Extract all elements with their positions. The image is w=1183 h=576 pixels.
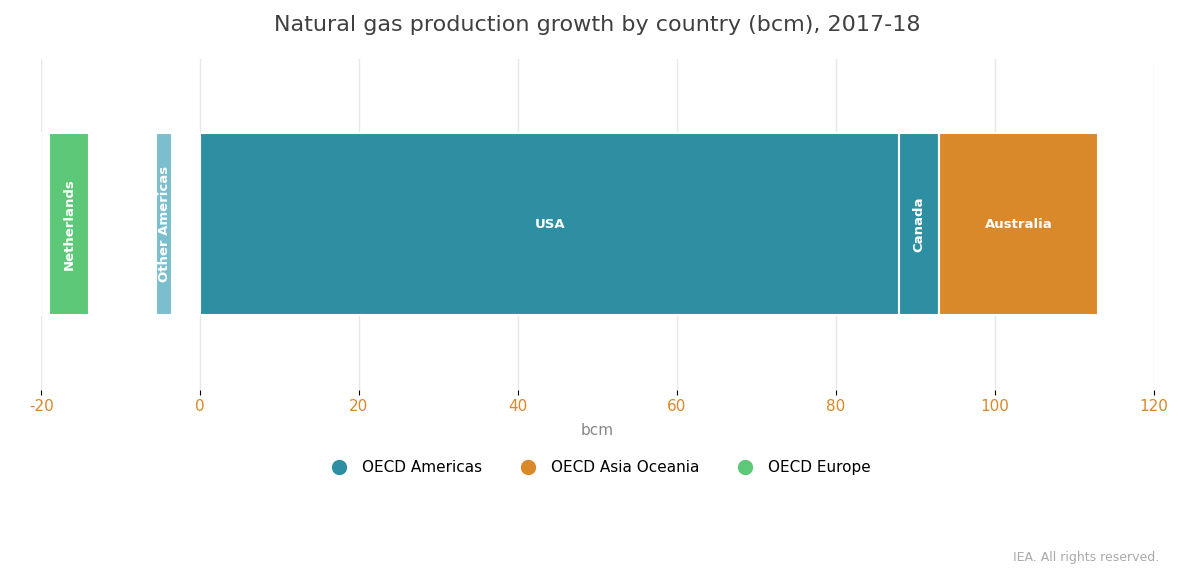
Bar <box>156 133 173 315</box>
Text: USA: USA <box>535 218 565 230</box>
Bar <box>0 133 41 315</box>
Bar <box>49 133 89 315</box>
Text: IEA. All rights reserved.: IEA. All rights reserved. <box>1013 551 1159 564</box>
Bar <box>200 133 899 315</box>
Text: Canada: Canada <box>912 196 925 252</box>
Text: Australia: Australia <box>984 218 1053 230</box>
Bar <box>939 133 1098 315</box>
Legend: OECD Americas, OECD Asia Oceania, OECD Europe: OECD Americas, OECD Asia Oceania, OECD E… <box>318 454 877 481</box>
Text: Netherlands: Netherlands <box>63 178 76 270</box>
Bar <box>899 133 939 315</box>
Title: Natural gas production growth by country (bcm), 2017-18: Natural gas production growth by country… <box>274 15 920 35</box>
Text: Other Americas: Other Americas <box>157 166 170 282</box>
X-axis label: bcm: bcm <box>581 423 614 438</box>
Text: Other Europe: Other Europe <box>11 174 24 274</box>
